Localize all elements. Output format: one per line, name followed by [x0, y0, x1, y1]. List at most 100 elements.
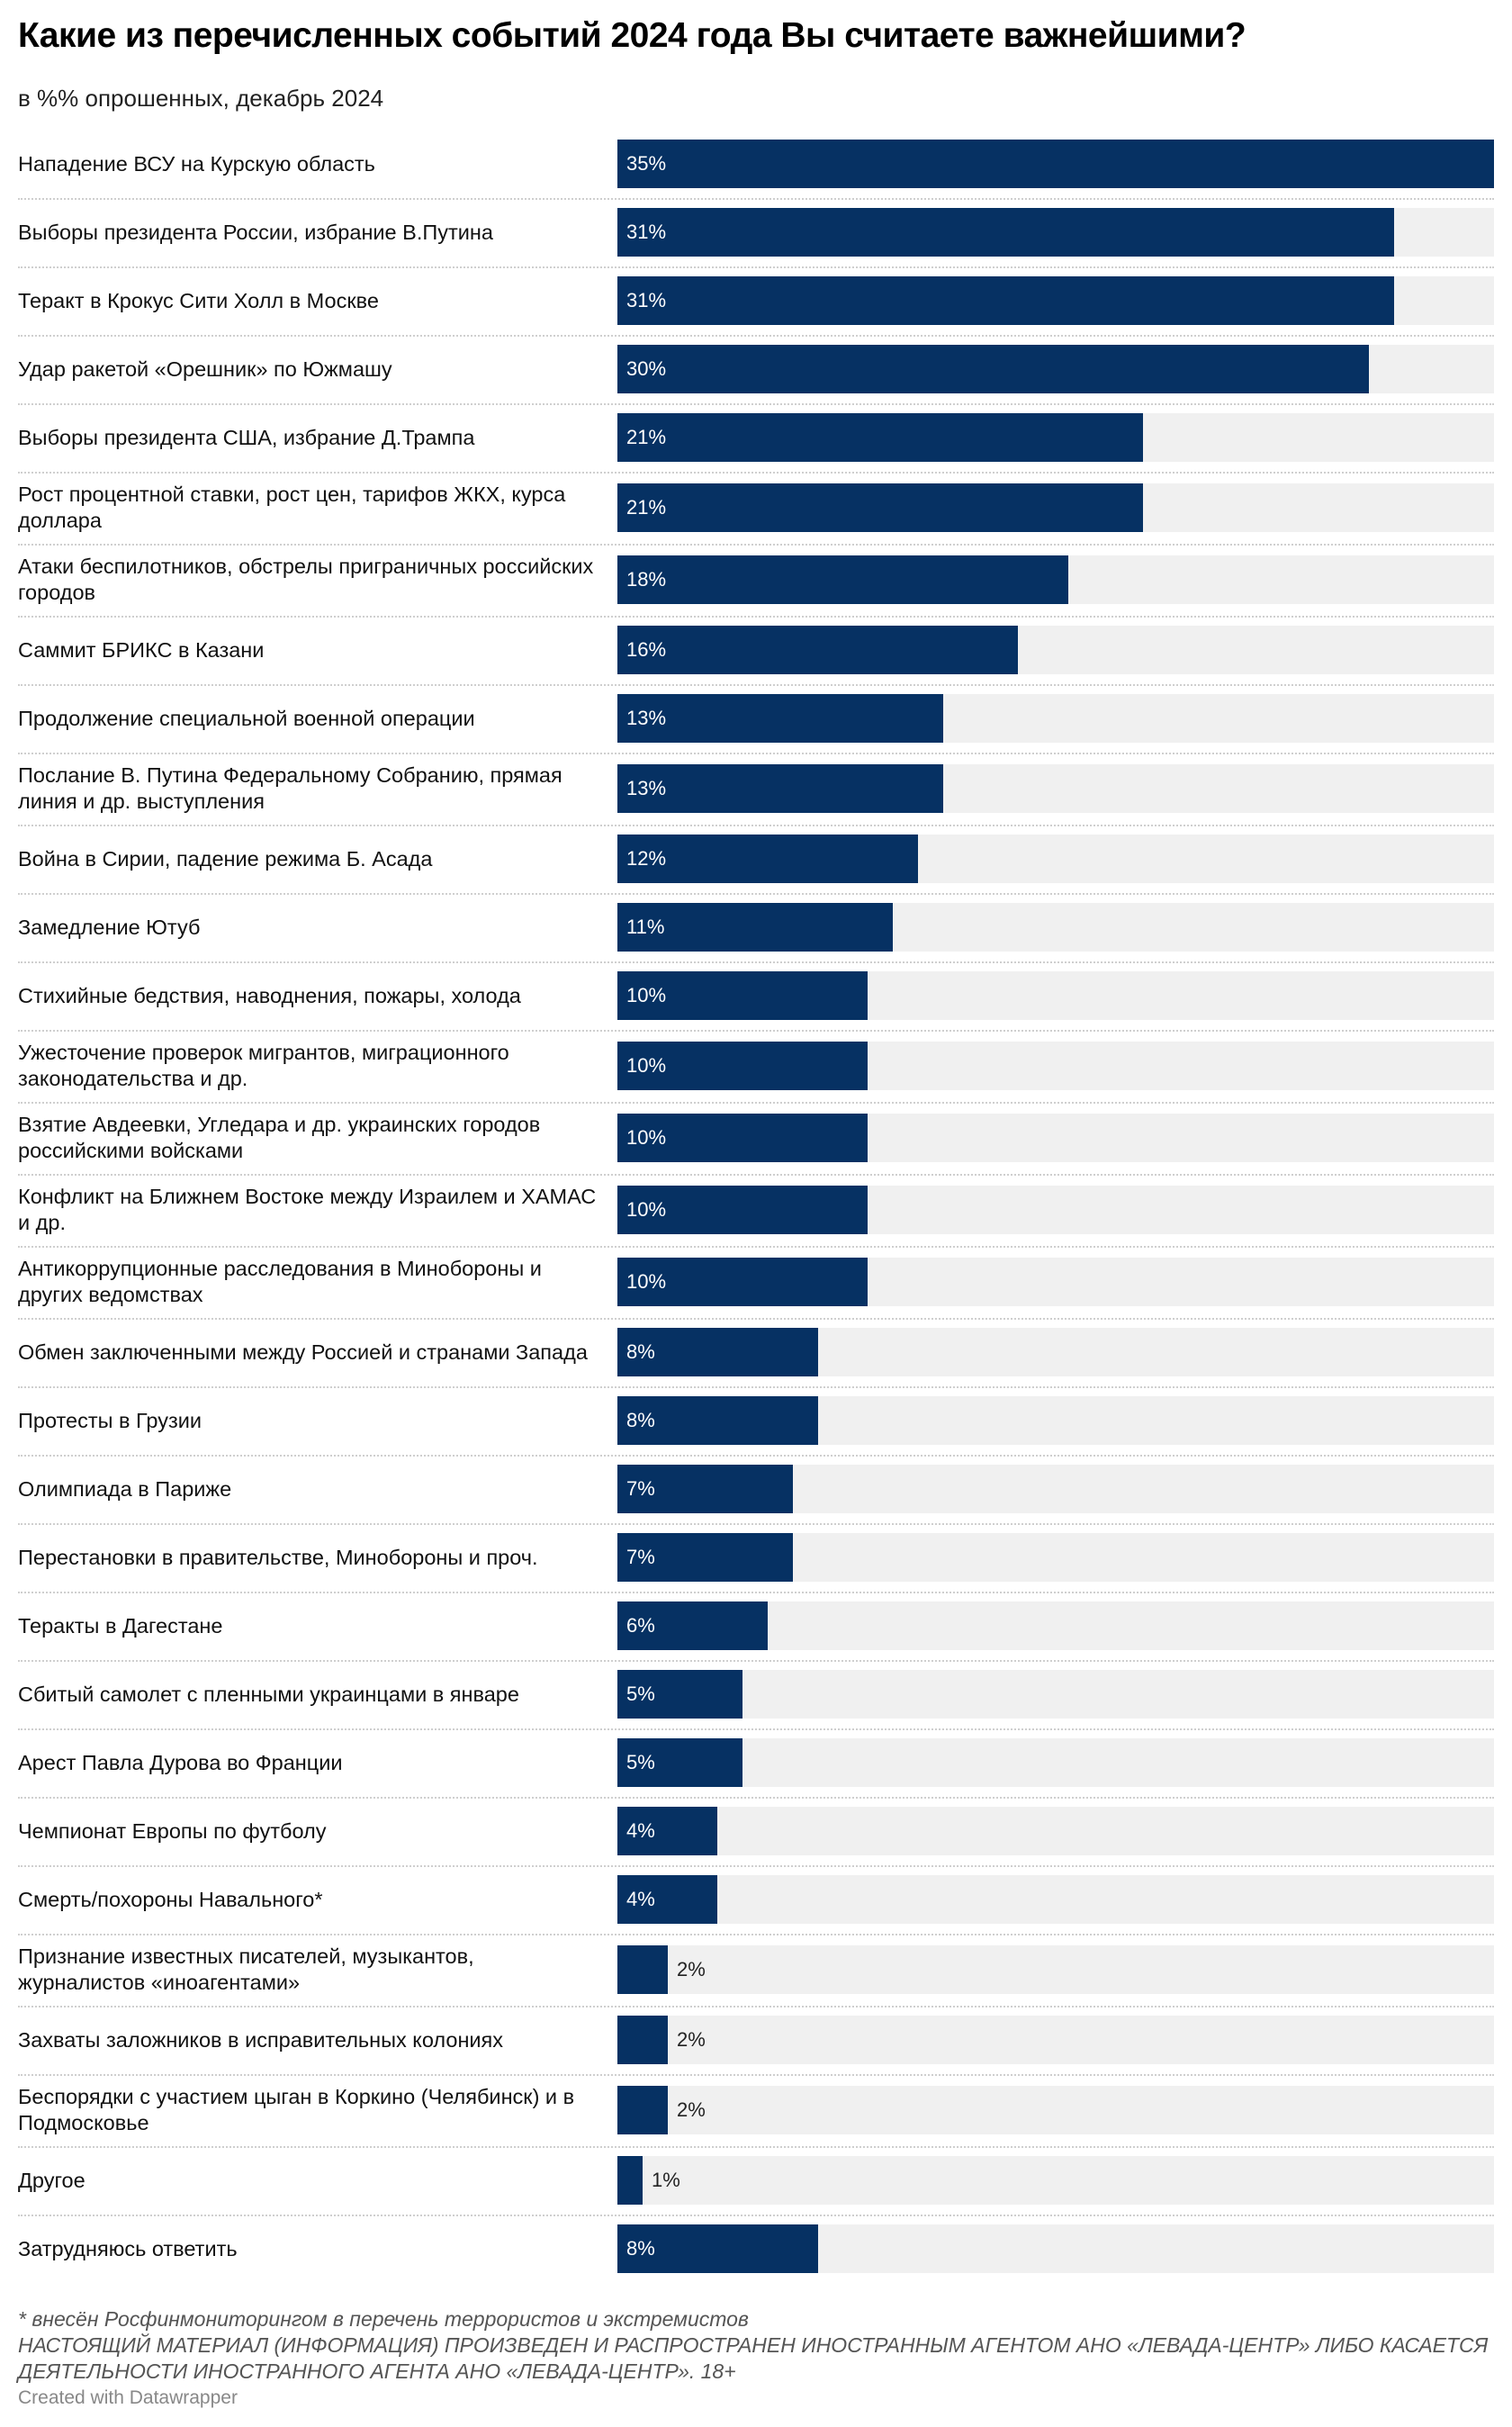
bar: [617, 1396, 818, 1445]
row-divider: [18, 1102, 1494, 1104]
category-label: Замедление Ютуб: [18, 915, 201, 939]
value-label: 1%: [652, 2169, 680, 2191]
category-label: Сбитый самолет с пленными украинцами в я…: [18, 1682, 519, 1706]
bar-row: Перестановки в правительстве, Минобороны…: [0, 1523, 1512, 1593]
value-label: 16%: [626, 638, 667, 661]
category-label: Атаки беспилотников, обстрелы приграничн…: [18, 555, 594, 604]
value-label: 2%: [677, 2098, 706, 2121]
value-label: 2%: [677, 1958, 706, 1980]
category-label: Беспорядки с участием цыган в Коркино (Ч…: [18, 2085, 575, 2134]
row-divider: [18, 825, 1494, 826]
value-label: 10%: [626, 1126, 667, 1149]
bar-row: Продолжение специальной военной операции…: [0, 684, 1512, 754]
bar-row: Послание В. Путина Федеральному Собранию…: [0, 753, 1512, 826]
row-divider: [18, 1865, 1494, 1867]
category-label: Протесты в Грузии: [18, 1408, 202, 1432]
bar-row: Теракты в Дагестане 6%: [0, 1592, 1512, 1662]
category-label: Конфликт на Ближнем Востоке между Израил…: [18, 1185, 597, 1234]
bar-track: [617, 1945, 1494, 1994]
value-label: 5%: [626, 1751, 655, 1773]
category-label: Затрудняюсь ответить: [18, 2236, 238, 2260]
bar: [617, 971, 868, 1020]
bar-row: Беспорядки с участием цыган в Коркино (Ч…: [0, 2074, 1512, 2148]
row-divider: [18, 961, 1494, 963]
bar-row: Антикоррупционные расследования в Минобо…: [0, 1246, 1512, 1320]
row-divider: [18, 616, 1494, 618]
bar: [617, 835, 918, 883]
row-divider: [18, 198, 1494, 200]
row-divider: [18, 1797, 1494, 1799]
row-divider: [18, 1030, 1494, 1032]
row-divider: [18, 753, 1494, 754]
value-label: 8%: [626, 1340, 655, 1363]
bar: [617, 1042, 868, 1090]
bar-row: Война в Сирии, падение режима Б. Асада 12…: [0, 825, 1512, 895]
bar-row: Выборы президента России, избрание В.Пут…: [0, 198, 1512, 268]
bar-track: [617, 2086, 1494, 2134]
value-label: 2%: [677, 2028, 706, 2051]
row-divider: [18, 335, 1494, 337]
category-label: Признание известных писателей, музыканто…: [18, 1944, 474, 1994]
bar-track: [617, 2156, 1494, 2205]
bar-row: Захваты заложников в исправительных коло…: [0, 2006, 1512, 2076]
category-label: Теракт в Крокус Сити Холл в Москве: [18, 288, 379, 312]
bar: [617, 626, 1018, 674]
bar: [617, 1258, 868, 1306]
bar-row: Ужесточение проверок мигрантов, миграцио…: [0, 1030, 1512, 1104]
category-label: Нападение ВСУ на Курскую область: [18, 151, 375, 176]
bar-row: Нападение ВСУ на Курскую область 35%: [0, 130, 1512, 200]
bar-row: Атаки беспилотников, обстрелы приграничн…: [0, 544, 1512, 618]
bar: [617, 483, 1143, 532]
bar: [617, 2156, 643, 2205]
category-label: Послание В. Путина Федеральному Собранию…: [18, 763, 562, 813]
bar: [617, 345, 1369, 393]
category-label: Рост процентной ставки, рост цен, тарифо…: [18, 483, 566, 532]
row-divider: [18, 403, 1494, 405]
bar: [617, 1670, 742, 1719]
bar: [617, 694, 943, 743]
row-divider: [18, 1386, 1494, 1388]
bar-row: Удар ракетой «Орешник» по Южмашу 30%: [0, 335, 1512, 405]
bar-row: Арест Павла Дурова во Франции 5%: [0, 1728, 1512, 1799]
category-label: Продолжение специальной военной операции: [18, 706, 475, 730]
row-divider: [18, 472, 1494, 474]
bar-row: Затрудняюсь ответить 8%: [0, 2215, 1512, 2283]
bar: [617, 1807, 717, 1855]
category-label: Обмен заключенными между Россией и стран…: [18, 1340, 588, 1364]
bar-track: [617, 1875, 1494, 1924]
bar: [617, 764, 943, 813]
bar: [617, 1601, 768, 1650]
bar-row: Обмен заключенными между Россией и стран…: [0, 1318, 1512, 1388]
bar: [617, 903, 893, 952]
bar: [617, 1465, 793, 1513]
bar: [617, 2086, 668, 2134]
bar-track: [617, 2016, 1494, 2064]
value-label: 7%: [626, 1546, 655, 1568]
category-label: Смерть/похороны Навального*: [18, 1887, 323, 1911]
bar: [617, 1875, 717, 1924]
value-label: 8%: [626, 1409, 655, 1431]
value-label: 11%: [626, 916, 665, 938]
disclaimer: НАСТОЯЩИЙ МАТЕРИАЛ (ИНФОРМАЦИЯ) ПРОИЗВЕД…: [18, 2333, 1489, 2383]
category-label: Удар ракетой «Орешник» по Южмашу: [18, 356, 392, 381]
bar-row: Смерть/похороны Навального* 4%: [0, 1865, 1512, 1935]
value-label: 13%: [626, 777, 667, 799]
row-divider: [18, 1592, 1494, 1593]
value-label: 4%: [626, 1819, 655, 1842]
row-divider: [18, 1660, 1494, 1662]
value-label: 31%: [626, 221, 667, 243]
bar: [617, 1533, 793, 1582]
bar: [617, 1328, 818, 1376]
bar-row: Стихийные бедствия, наводнения, пожары, …: [0, 961, 1512, 1032]
chart-notes: * внесён Росфинмониторингом в перечень т…: [18, 2306, 1494, 2385]
row-divider: [18, 2074, 1494, 2076]
category-label: Олимпиада в Париже: [18, 1476, 232, 1501]
bar: [617, 276, 1394, 325]
category-label: Саммит БРИКС в Казани: [18, 637, 265, 662]
bar: [617, 2224, 818, 2273]
row-divider: [18, 266, 1494, 268]
row-divider: [18, 2006, 1494, 2007]
footnote: * внесён Росфинмониторингом в перечень т…: [18, 2307, 749, 2331]
datawrapper-credit[interactable]: Created with Datawrapper: [18, 2387, 238, 2408]
bar-row: Протесты в Грузии 8%: [0, 1386, 1512, 1457]
